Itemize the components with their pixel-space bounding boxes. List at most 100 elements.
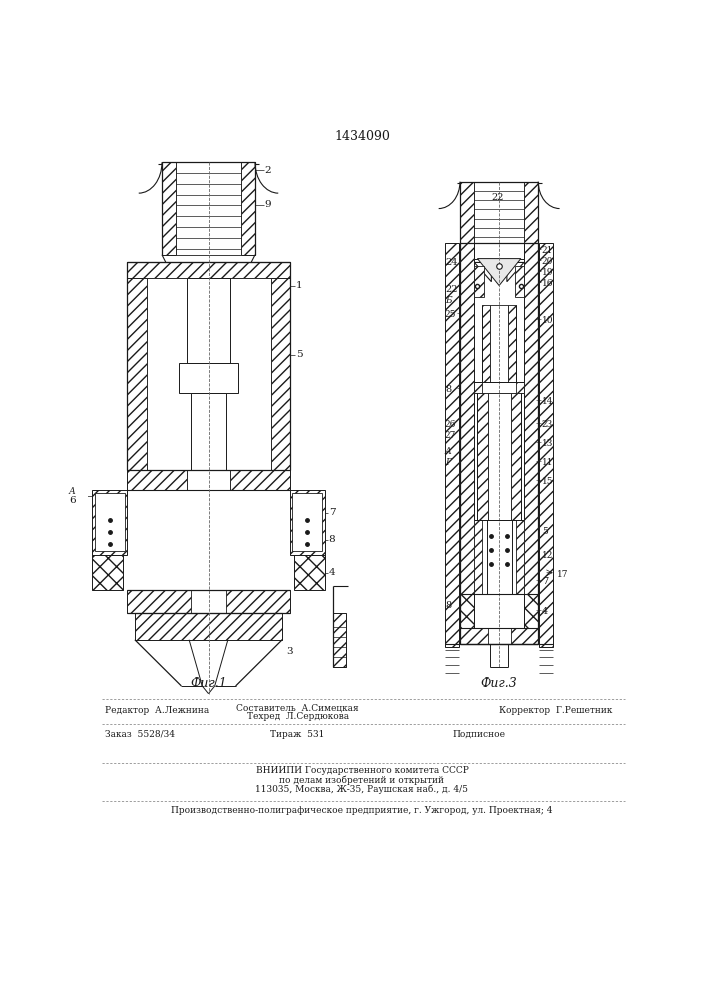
Polygon shape	[474, 262, 491, 282]
Bar	[92, 490, 127, 555]
Text: 2: 2	[264, 166, 271, 175]
Text: 22: 22	[491, 192, 504, 202]
Bar	[510, 393, 521, 520]
Text: 6: 6	[69, 496, 76, 505]
Text: по делам изобретений и открытий: по делам изобретений и открытий	[279, 775, 445, 785]
Bar	[515, 266, 524, 297]
Text: 17: 17	[557, 570, 568, 579]
Bar	[135, 613, 282, 640]
Bar	[271, 262, 290, 470]
Text: ВНИИПИ Государственного комитета СССР: ВНИИПИ Государственного комитета СССР	[255, 766, 469, 775]
Text: 113035, Москва, Ж-35, Раушская наб., д. 4/5: 113035, Москва, Ж-35, Раушская наб., д. …	[255, 784, 469, 794]
Text: Б: Б	[445, 296, 452, 305]
Bar	[241, 162, 255, 255]
Text: 5: 5	[542, 527, 548, 536]
Bar	[292, 493, 322, 551]
Bar	[474, 520, 524, 594]
Bar	[474, 243, 524, 259]
Text: 27: 27	[445, 431, 456, 440]
Bar	[506, 520, 512, 594]
Bar	[179, 363, 238, 393]
Bar	[95, 493, 125, 551]
Text: 23: 23	[542, 420, 553, 429]
Bar	[290, 490, 325, 555]
Bar	[488, 393, 510, 520]
Bar	[524, 243, 538, 644]
Polygon shape	[507, 262, 524, 282]
Bar	[176, 162, 241, 255]
Bar	[474, 382, 524, 393]
Bar	[191, 590, 226, 613]
Text: 20: 20	[542, 257, 553, 266]
Bar	[332, 613, 346, 667]
Bar	[490, 305, 508, 382]
Text: А: А	[69, 487, 76, 496]
Bar	[488, 628, 510, 644]
Text: 12: 12	[542, 551, 553, 560]
Text: Редактор  А.Лежнина: Редактор А.Лежнина	[105, 706, 210, 715]
Text: 7: 7	[329, 508, 335, 517]
Bar	[191, 393, 226, 470]
Text: 8: 8	[329, 535, 335, 544]
Bar	[539, 243, 554, 647]
Polygon shape	[477, 259, 521, 286]
Text: 7: 7	[542, 578, 548, 586]
Bar	[230, 470, 290, 490]
Text: Фиг.1: Фиг.1	[190, 677, 227, 690]
Text: Г: Г	[445, 458, 451, 467]
Text: 15: 15	[542, 477, 554, 486]
Bar	[127, 590, 290, 613]
Text: Фиг.3: Фиг.3	[481, 677, 518, 690]
Text: 13: 13	[542, 439, 553, 448]
Text: 14: 14	[542, 397, 554, 406]
Bar	[524, 182, 538, 243]
Bar	[127, 262, 146, 470]
Bar	[474, 182, 524, 243]
Text: Составитель  А.Симецкая: Составитель А.Симецкая	[236, 703, 359, 712]
Bar	[460, 182, 474, 243]
Text: 4: 4	[329, 568, 335, 577]
Bar	[493, 520, 506, 594]
Bar	[162, 162, 176, 255]
Text: 5: 5	[296, 350, 303, 359]
Text: Производственно-полиграфическое предприятие, г. Ужгород, ул. Проектная; 4: Производственно-полиграфическое предприя…	[171, 806, 553, 815]
Text: 4: 4	[542, 607, 548, 616]
Bar	[460, 594, 474, 628]
Bar	[146, 278, 271, 470]
Bar	[524, 594, 538, 628]
Bar	[127, 470, 187, 490]
Bar	[187, 470, 230, 490]
Text: 9: 9	[264, 200, 271, 209]
Text: 19: 19	[542, 268, 554, 277]
Text: 8: 8	[445, 385, 451, 394]
Bar	[477, 393, 488, 520]
Bar	[460, 628, 538, 644]
Text: 1434090: 1434090	[334, 130, 390, 143]
Text: 10: 10	[542, 316, 554, 325]
Text: Подписное: Подписное	[452, 730, 506, 739]
Text: Техред  Л.Сердюкова: Техред Л.Сердюкова	[247, 712, 349, 721]
Bar	[474, 382, 482, 393]
Text: Тираж  531: Тираж 531	[271, 730, 325, 739]
Bar	[445, 243, 459, 647]
Text: А: А	[445, 447, 452, 456]
Bar	[516, 382, 524, 393]
Text: 26: 26	[445, 420, 456, 429]
Bar	[486, 520, 493, 594]
Text: 22: 22	[445, 285, 457, 294]
Bar	[127, 262, 290, 278]
Bar	[508, 305, 516, 382]
Bar	[71, 613, 85, 667]
Text: Заказ  5528/34: Заказ 5528/34	[105, 730, 175, 739]
Text: 21: 21	[542, 246, 553, 255]
Bar	[516, 520, 524, 594]
Text: 24: 24	[445, 258, 457, 267]
Bar	[482, 305, 490, 382]
Text: 11: 11	[542, 458, 554, 467]
Text: 1: 1	[296, 281, 303, 290]
Text: 25: 25	[445, 310, 457, 319]
Text: Корректор  Г.Решетник: Корректор Г.Решетник	[499, 706, 612, 715]
Bar	[187, 278, 230, 363]
Bar	[460, 243, 474, 644]
Text: 8: 8	[445, 601, 451, 610]
